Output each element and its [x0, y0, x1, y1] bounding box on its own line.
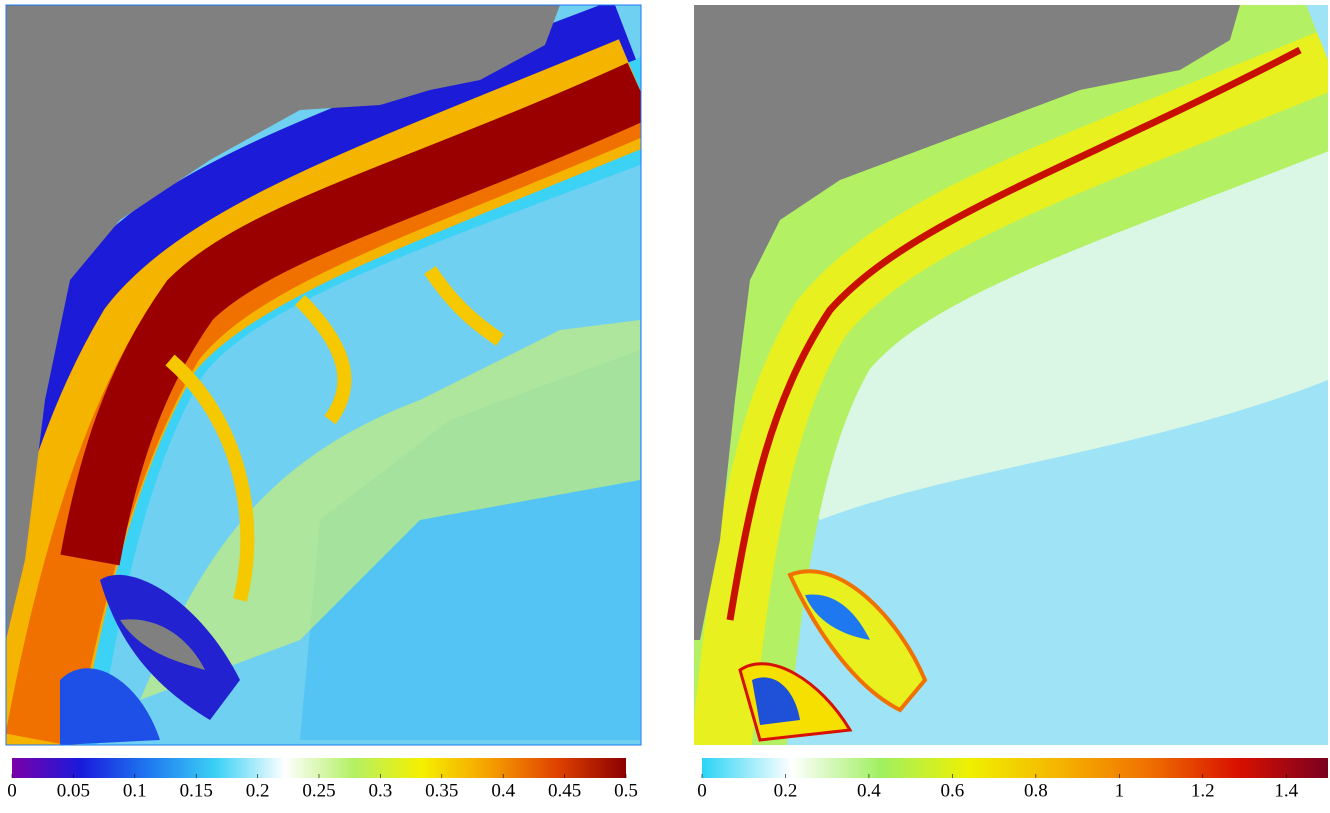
left-map [6, 5, 670, 790]
colorbar-tick-label: 0 [697, 780, 707, 801]
colorbar-tick-label: 0.35 [425, 780, 458, 801]
colorbar-tick-label: 0.3 [369, 780, 393, 801]
colorbar-tick-label: 0 [7, 780, 17, 801]
colorbar-tick-label: 0.05 [57, 780, 90, 801]
colorbar-tick-label: 1 [1115, 780, 1125, 801]
colorbar-tick-label: 0.1 [123, 780, 147, 801]
colorbar-tick-label: 0.8 [1024, 780, 1048, 801]
colorbar-tick-label: 0.4 [491, 780, 515, 801]
colorbar-tick-label: 0.25 [302, 780, 335, 801]
figure: 0 0.05 0.1 0.15 0.2 0.25 0.3 0.35 0.4 0.45 0.5 0 0.2… [0, 0, 1330, 808]
colorbar-tick-label: 1.4 [1274, 780, 1298, 801]
colorbar-tick-label: 0.4 [857, 780, 881, 801]
colorbar-tick-label: 0.6 [941, 780, 965, 801]
colorbar-tick-label: 0.2 [774, 780, 798, 801]
colorbar-tick-label: 1.2 [1191, 780, 1215, 801]
colorbar-tick-label: 0.15 [180, 780, 213, 801]
colorbar [702, 758, 1328, 778]
colorbar-tick-label: 0.2 [246, 780, 270, 801]
page: {"chart_data": [ {"type": "heatmap", "co… [0, 0, 1330, 808]
colorbar-tick-label: 0.45 [548, 780, 581, 801]
right-map [694, 5, 1328, 760]
colorbar-tick-label: 0.5 [614, 780, 638, 801]
